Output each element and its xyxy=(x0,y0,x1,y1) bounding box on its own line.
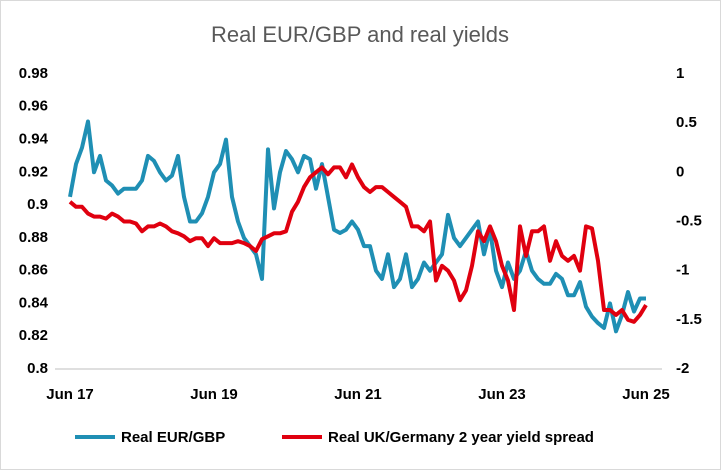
series-line xyxy=(68,119,646,334)
y-tick-label: 0.8 xyxy=(27,360,48,377)
y-tick-label: 0.9 xyxy=(27,196,48,213)
series-line xyxy=(68,162,648,324)
y2-tick-label: -1 xyxy=(676,262,689,279)
x-tick-label: Jun 21 xyxy=(334,386,382,403)
y-tick-label: 0.96 xyxy=(19,98,48,115)
legend-label: Real UK/Germany 2 year yield spread xyxy=(328,429,594,446)
y2-tick-label: 0 xyxy=(676,163,684,180)
x-tick-label: Jun 23 xyxy=(478,386,526,403)
x-tick-label: Jun 19 xyxy=(190,386,238,403)
x-tick-label: Jun 17 xyxy=(46,386,94,403)
y-tick-label: 0.98 xyxy=(19,65,48,82)
y-tick-label: 0.94 xyxy=(19,131,49,148)
y2-tick-label: -1.5 xyxy=(676,311,702,328)
y2-tick-label: -0.5 xyxy=(676,212,702,229)
legend-label: Real EUR/GBP xyxy=(121,429,225,446)
y-tick-label: 0.84 xyxy=(19,294,49,311)
y-tick-label: 0.88 xyxy=(19,229,48,246)
y-tick-label: 0.92 xyxy=(19,163,48,180)
y2-tick-label: -2 xyxy=(676,360,689,377)
y-tick-label: 0.82 xyxy=(19,327,48,344)
x-tick-label: Jun 25 xyxy=(622,386,670,403)
y-tick-label: 0.86 xyxy=(19,262,48,279)
chart-title: Real EUR/GBP and real yields xyxy=(211,22,509,47)
y2-tick-label: 0.5 xyxy=(676,114,697,131)
y2-tick-label: 1 xyxy=(676,65,684,82)
